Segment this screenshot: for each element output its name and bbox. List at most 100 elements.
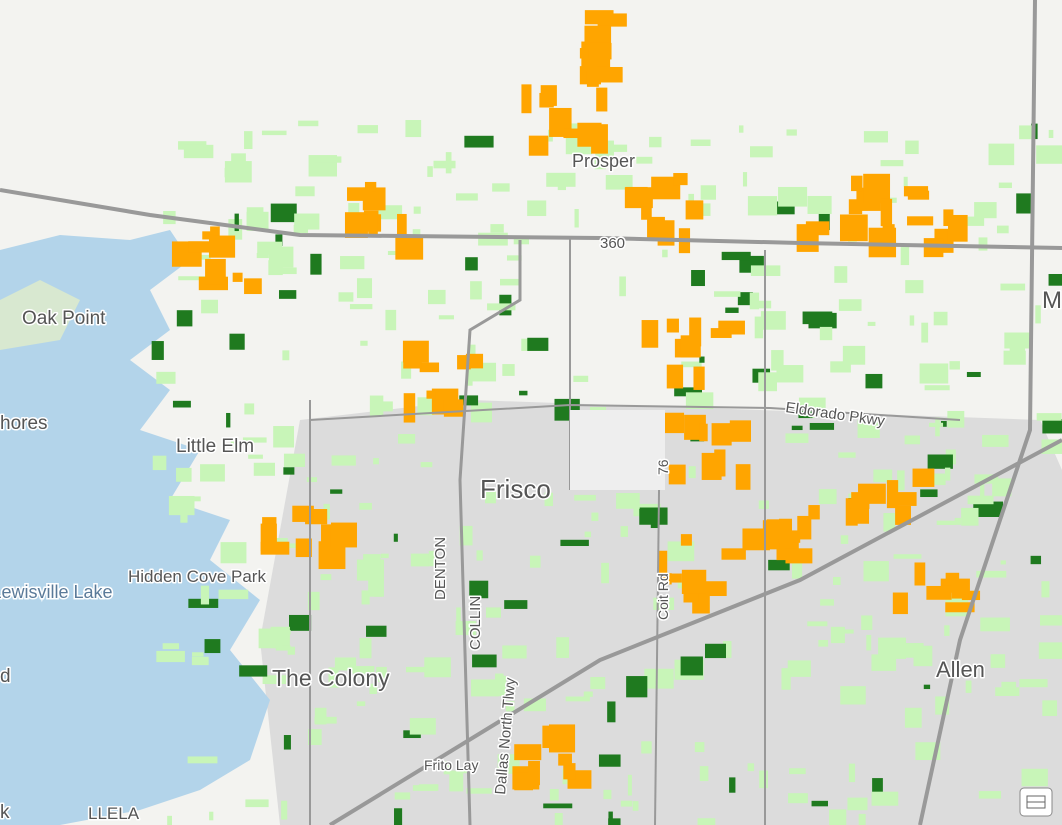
vegetation-patch [768, 559, 790, 571]
vegetation-patch [469, 580, 489, 599]
development-patch [851, 492, 864, 520]
vegetation-patch [976, 570, 1007, 578]
vegetation-patch [356, 278, 373, 299]
vegetation-patch [220, 542, 247, 564]
vegetation-patch [1004, 332, 1032, 349]
county-label: DENTON [432, 537, 449, 600]
development-patch [364, 181, 377, 192]
place-label: LLELA [88, 804, 140, 823]
development-patch [666, 318, 679, 333]
vegetation-patch [1041, 581, 1050, 598]
vegetation-patch [412, 785, 437, 791]
vegetation-patch [988, 143, 1015, 166]
vegetation-patch [574, 209, 579, 228]
development-patch [892, 492, 917, 506]
vegetation-patch [818, 489, 837, 505]
development-patch [202, 231, 214, 240]
place-label: Little Elm [176, 436, 254, 457]
vegetation-patch [878, 637, 907, 659]
vegetation-patch [1048, 129, 1054, 139]
development-patch [443, 399, 464, 417]
vegetation-patch [619, 276, 626, 297]
vegetation-patch [248, 454, 263, 459]
vegetation-patch [256, 252, 269, 259]
vegetation-patch [428, 289, 446, 305]
development-patch [699, 423, 708, 442]
development-patch [923, 238, 944, 258]
vegetation-patch [722, 641, 732, 658]
vegetation-patch [1042, 418, 1062, 434]
vegetation-patch [750, 146, 773, 158]
vegetation-patch [359, 637, 372, 659]
vegetation-patch [978, 237, 988, 251]
vegetation-patch [818, 212, 830, 231]
vegetation-patch [785, 433, 809, 443]
vegetation-patch [788, 793, 808, 804]
development-patch [584, 25, 612, 45]
vegetation-patch [373, 458, 379, 465]
road-label: Coit Rd [655, 573, 671, 620]
vegetation-patch [627, 774, 632, 796]
vegetation-patch [995, 687, 1020, 697]
development-patch [395, 237, 424, 260]
vegetation-patch [293, 224, 307, 233]
vegetation-patch [1042, 700, 1058, 717]
vegetation-patch [200, 464, 225, 482]
vegetation-patch [295, 186, 315, 197]
development-patch [330, 522, 357, 548]
vegetation-patch [356, 701, 366, 707]
development-patch [668, 464, 686, 485]
development-patch [586, 68, 599, 87]
vegetation-patch [565, 696, 590, 702]
development-patch [596, 87, 608, 112]
vegetation-patch [1016, 193, 1033, 214]
vegetation-patch [349, 304, 373, 310]
vegetation-patch [681, 361, 702, 368]
vegetation-patch [314, 156, 342, 163]
vegetation-patch [1030, 555, 1042, 565]
development-patch [735, 464, 751, 490]
vegetation-patch [413, 206, 421, 214]
vegetation-patch [499, 278, 520, 286]
vegetation-patch [314, 707, 327, 725]
vegetation-patch [871, 791, 899, 806]
vegetation-patch [961, 507, 979, 526]
development-patch [666, 364, 684, 389]
vegetation-patch [245, 799, 269, 808]
vegetation-patch [556, 637, 570, 658]
vegetation-patch [1036, 413, 1062, 421]
vegetation-patch [527, 200, 547, 217]
development-patch [558, 753, 572, 766]
vegetation-patch [990, 654, 1006, 668]
vegetation-patch [283, 735, 291, 750]
vegetation-patch [331, 455, 356, 466]
vegetation-patch [944, 467, 951, 481]
vegetation-patch [833, 576, 841, 586]
vegetation-patch [151, 341, 164, 360]
vegetation-patch [690, 139, 711, 146]
development-patch [839, 214, 868, 242]
vegetation-patch [680, 656, 703, 676]
development-patch [295, 538, 312, 558]
vegetation-patch [605, 174, 633, 190]
vegetation-patch [662, 249, 668, 258]
vegetation-patch [771, 350, 784, 371]
vegetation-patch [940, 420, 947, 427]
vegetation-patch [438, 315, 454, 320]
development-patch [907, 216, 934, 226]
basemap-icon [1026, 795, 1046, 809]
vegetation-patch [759, 770, 768, 789]
vegetation-patch [554, 812, 563, 825]
vegetation-patch [641, 741, 652, 754]
vegetation-patch [543, 803, 573, 809]
vegetation-patch [1039, 615, 1062, 626]
vegetation-patch [176, 310, 193, 327]
vegetation-patch [616, 493, 640, 509]
vegetation-patch [760, 311, 786, 330]
development-patch [947, 214, 968, 242]
vegetation-patch [893, 554, 922, 559]
vegetation-patch [330, 489, 343, 494]
vegetation-patch [754, 316, 764, 339]
development-patch [232, 272, 243, 282]
vegetation-patch [412, 229, 421, 239]
